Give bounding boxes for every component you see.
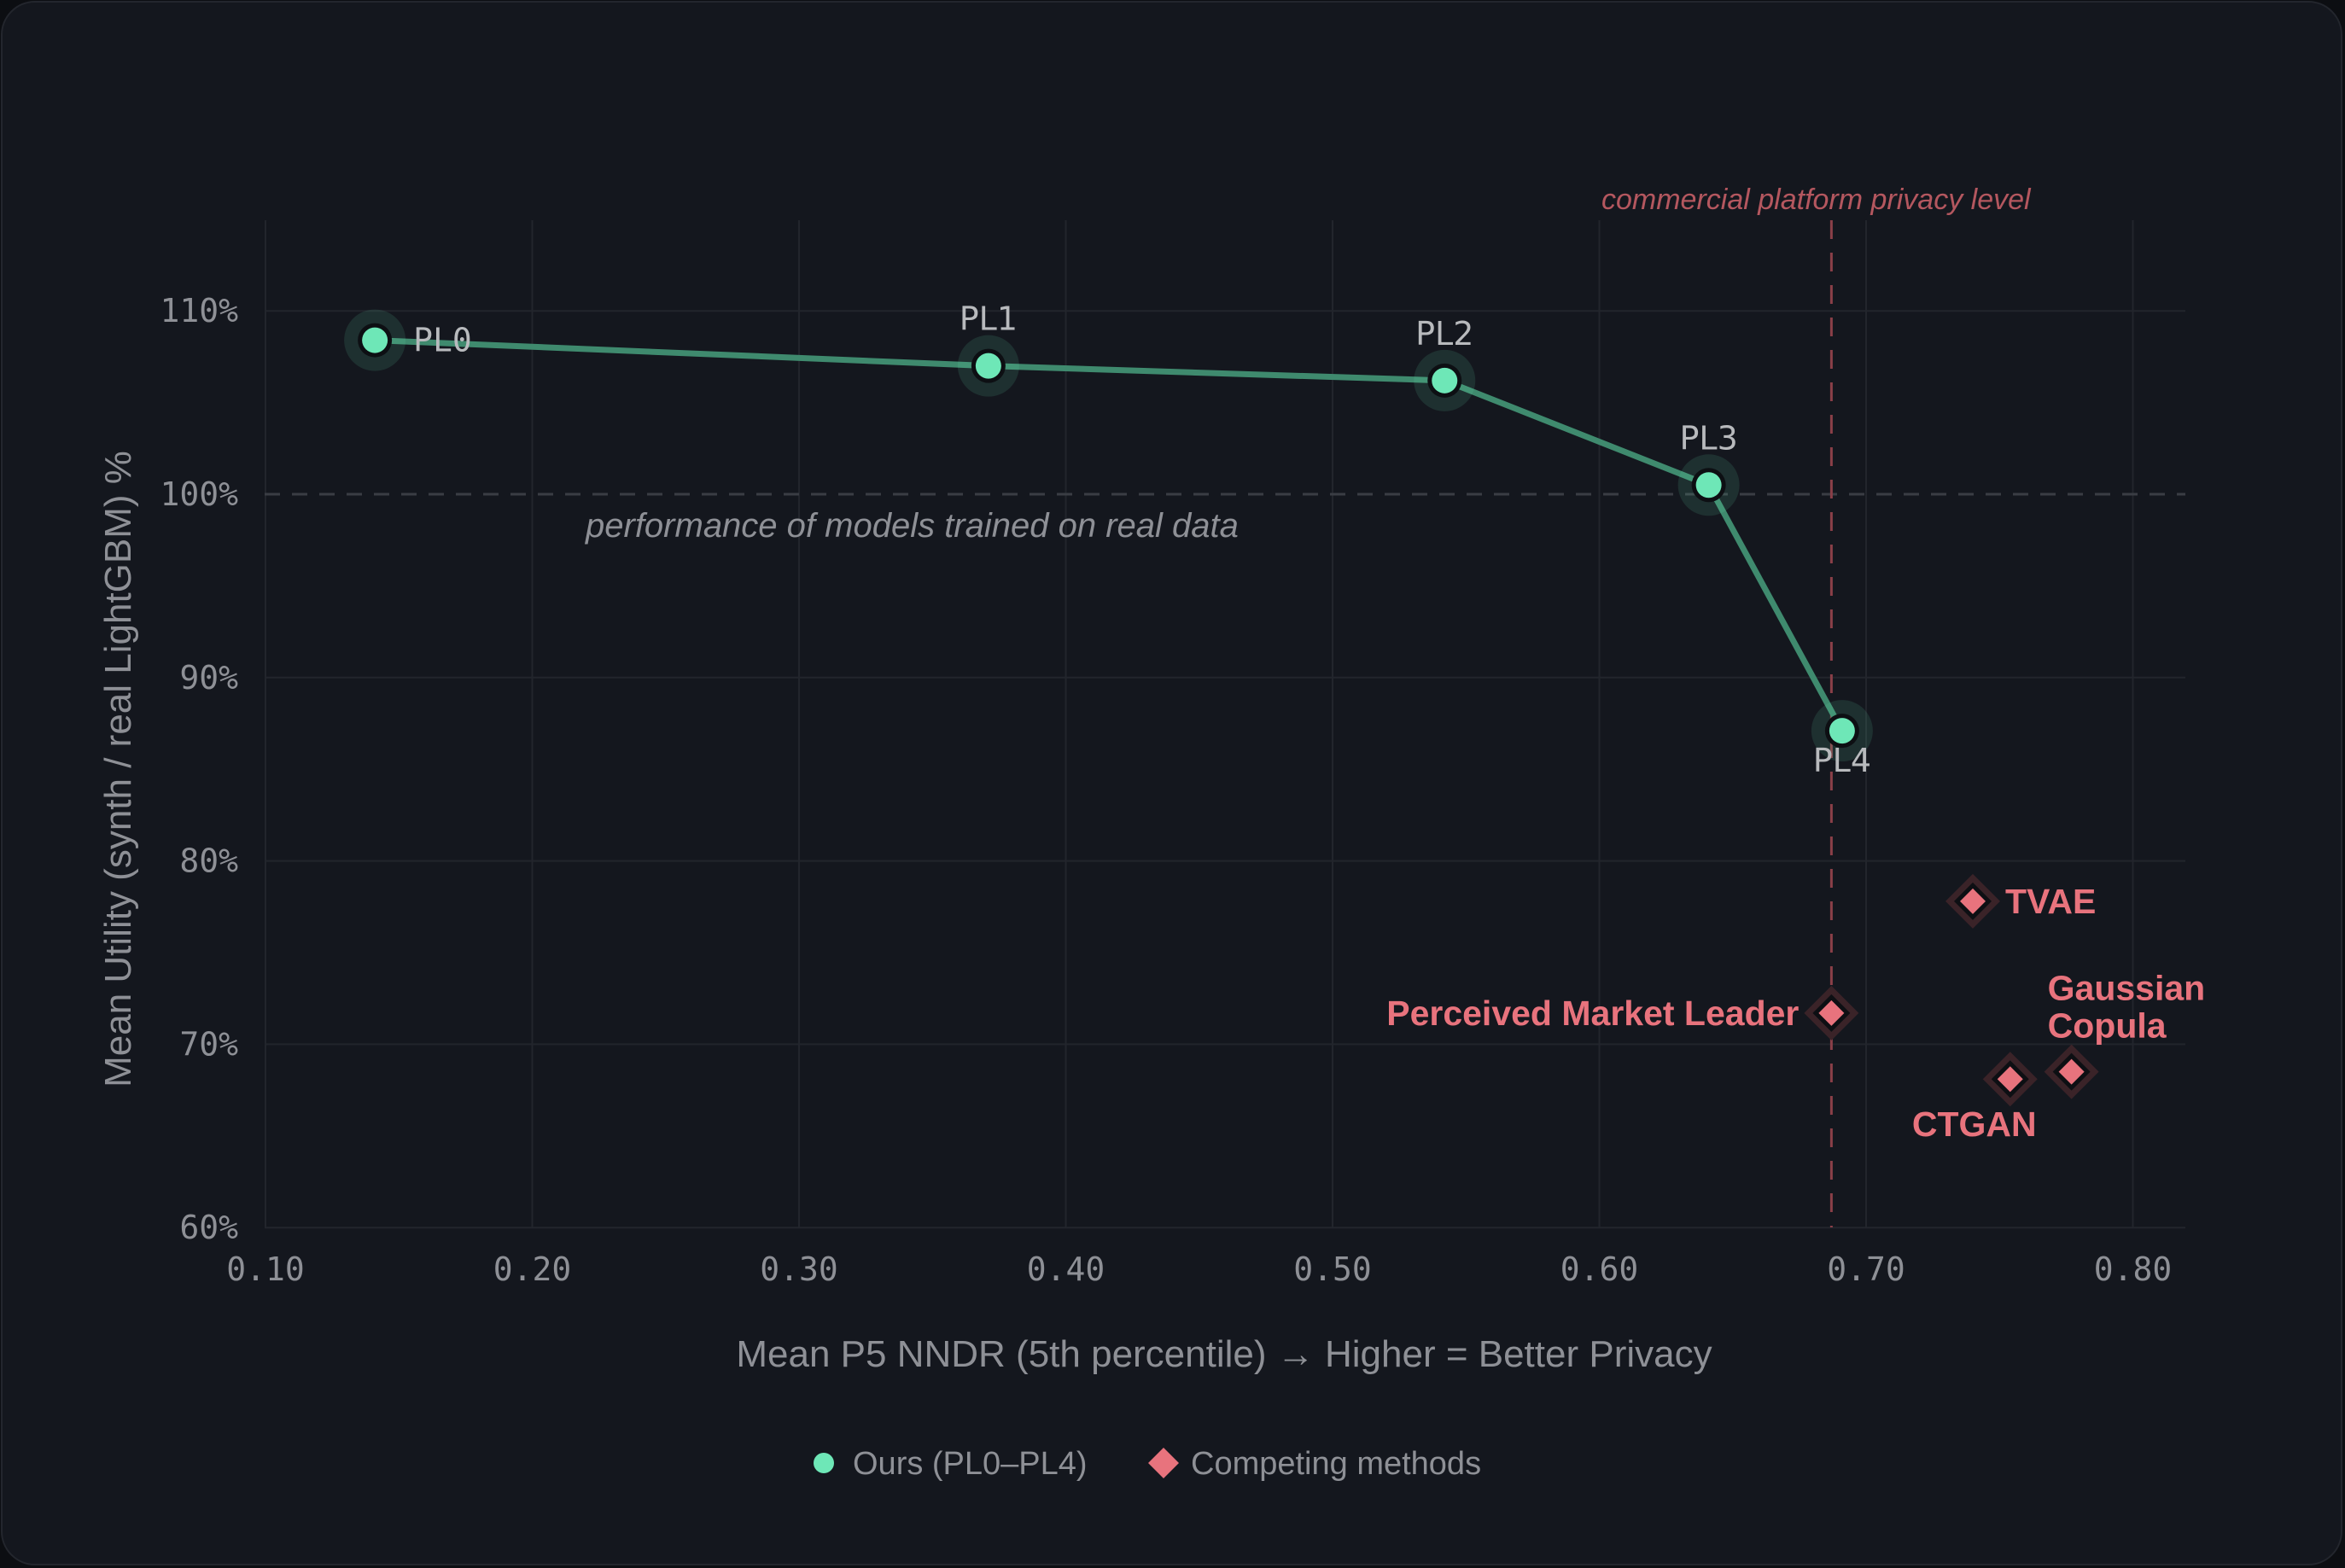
- label-line: Gaussian: [2048, 969, 2206, 1008]
- grid-lines: [265, 220, 2185, 1229]
- x-tick-label: 0.80: [2094, 1250, 2173, 1288]
- y-tick-label: 110%: [160, 292, 238, 329]
- legend-item-competing[interactable]: Competing methods: [1148, 1446, 1481, 1482]
- diamond-marker-icon: [2058, 1058, 2085, 1085]
- legend-diamond-icon: [1148, 1448, 1179, 1478]
- x-tick-label: 0.60: [1560, 1250, 1639, 1288]
- ours-point-pl0[interactable]: PL0: [344, 309, 472, 371]
- legend-circle-icon: [814, 1453, 834, 1473]
- point-label: PL4: [1813, 742, 1871, 779]
- point-label: Gaussian Copula: [2048, 969, 2206, 1046]
- point-label: CTGAN: [1912, 1105, 2037, 1144]
- diamond-marker-icon: [1818, 1000, 1845, 1026]
- y-tick-label: 80%: [179, 842, 238, 880]
- x-axis-ticks: 0.10 0.20 0.30 0.40 0.50 0.60 0.70 0.80: [226, 1250, 2172, 1288]
- privacy-reference-label: commercial platform privacy level: [1601, 184, 2032, 216]
- circle-marker-icon: [1829, 718, 1855, 744]
- legend-label-competing: Competing methods: [1191, 1446, 1481, 1482]
- x-tick-label: 0.20: [493, 1250, 572, 1288]
- ours-point-pl3[interactable]: PL3: [1677, 419, 1740, 516]
- point-label: PL2: [1415, 315, 1473, 353]
- competing-point-gaussian-copula[interactable]: Gaussian Copula: [2044, 969, 2206, 1099]
- y-axis-title: Mean Utility (synth / real LightGBM) %: [97, 451, 139, 1087]
- y-tick-label: 90%: [179, 659, 238, 697]
- ours-point-pl4[interactable]: PL4: [1811, 700, 1873, 779]
- label-line: Copula: [2048, 1006, 2167, 1046]
- competing-point-perceived-market-leader[interactable]: Perceived Market Leader: [1386, 985, 1859, 1040]
- diamond-marker-icon: [1997, 1066, 2023, 1093]
- x-tick-label: 0.70: [1827, 1250, 1905, 1288]
- legend: Ours (PL0–PL4) Competing methods: [814, 1446, 1481, 1482]
- point-label: TVAE: [2005, 882, 2096, 921]
- circle-marker-icon: [362, 327, 388, 353]
- x-tick-label: 0.10: [226, 1250, 305, 1288]
- x-tick-label: 0.30: [760, 1250, 838, 1288]
- ours-series-points: PL0 PL1 PL2 PL3 PL4: [344, 300, 1873, 779]
- x-tick-label: 0.50: [1293, 1250, 1372, 1288]
- y-tick-label: 60%: [179, 1209, 238, 1246]
- legend-item-ours[interactable]: Ours (PL0–PL4): [814, 1446, 1088, 1482]
- diamond-marker-icon: [1960, 888, 1986, 914]
- competing-point-tvae[interactable]: TVAE: [1945, 873, 2096, 929]
- x-tick-label: 0.40: [1027, 1250, 1105, 1288]
- point-label: PL1: [960, 300, 1018, 338]
- legend-label-ours: Ours (PL0–PL4): [853, 1446, 1088, 1482]
- circle-marker-icon: [1432, 367, 1458, 393]
- circle-marker-icon: [1695, 472, 1722, 498]
- x-axis-title: Mean P5 NNDR (5th percentile) → Higher =…: [736, 1333, 1712, 1375]
- point-label: Perceived Market Leader: [1386, 994, 1799, 1033]
- ours-point-pl1[interactable]: PL1: [957, 300, 1019, 397]
- y-tick-label: 100%: [160, 475, 238, 513]
- reference-lines: performance of models trained on real da…: [265, 184, 2185, 1227]
- competing-series-points: TVAE Perceived Market Leader Gaussian Copul…: [1386, 873, 2206, 1144]
- point-label: PL0: [413, 322, 472, 359]
- scatter-chart: 60% 70% 80% 90% 100% 110% 0.10 0.20 0.30 0.40 0.5…: [97, 184, 2206, 1482]
- competing-point-ctgan[interactable]: CTGAN: [1912, 1052, 2038, 1144]
- point-label: PL3: [1679, 419, 1737, 457]
- real-data-reference-label: performance of models trained on real da…: [585, 507, 1239, 545]
- circle-marker-icon: [975, 353, 1001, 379]
- ours-point-pl2[interactable]: PL2: [1414, 315, 1476, 411]
- y-tick-label: 70%: [179, 1025, 238, 1063]
- y-axis-ticks: 60% 70% 80% 90% 100% 110%: [160, 292, 238, 1246]
